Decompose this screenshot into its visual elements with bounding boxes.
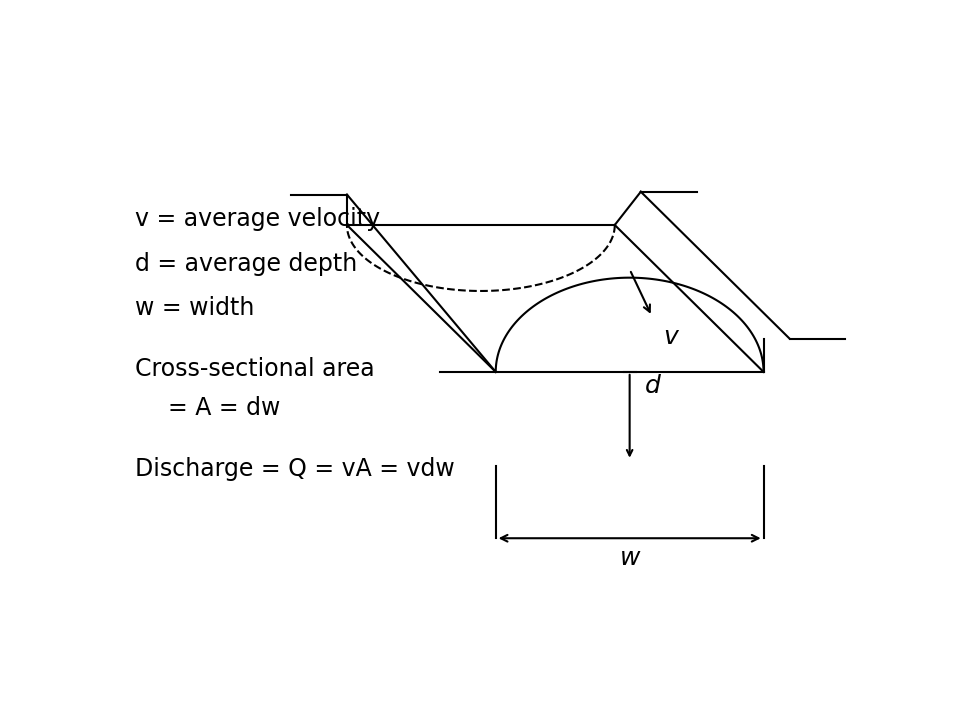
Text: d: d: [644, 374, 660, 397]
Text: Discharge = Q = vA = vdw: Discharge = Q = vA = vdw: [134, 457, 455, 481]
Text: v = average velocity: v = average velocity: [134, 207, 380, 231]
Text: w = width: w = width: [134, 296, 254, 320]
Text: = A = dw: = A = dw: [168, 396, 280, 420]
Text: Cross-sectional area: Cross-sectional area: [134, 357, 374, 381]
Text: d = average depth: d = average depth: [134, 252, 357, 276]
Text: v: v: [663, 325, 678, 348]
Text: w: w: [619, 546, 640, 570]
